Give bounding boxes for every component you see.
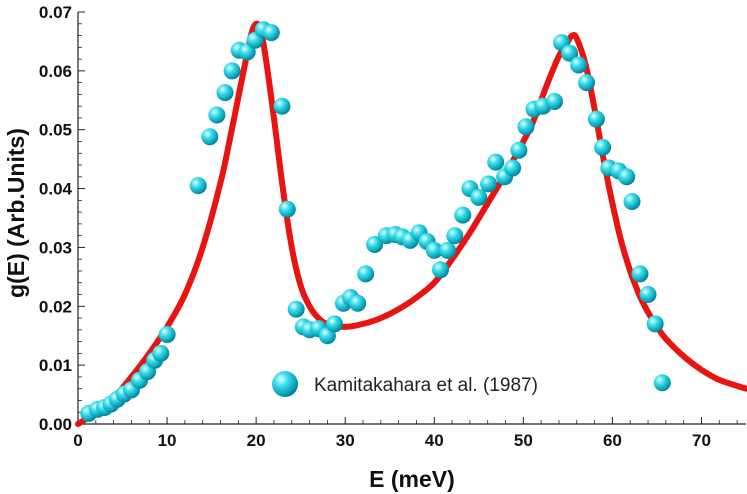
- data-point: [366, 236, 384, 253]
- y-tick-label: 0.01: [39, 356, 72, 375]
- fit-curve: [75, 20, 747, 427]
- y-axis-title: g(E) (Arb.Units): [3, 128, 29, 298]
- y-tick-label: 0.03: [39, 238, 72, 257]
- data-point: [454, 206, 472, 224]
- data-point: [480, 175, 498, 193]
- data-point: [546, 93, 563, 110]
- data-point: [623, 193, 641, 210]
- x-tick-label: 30: [336, 431, 355, 450]
- data-point: [287, 300, 305, 318]
- data-point: [349, 294, 367, 312]
- y-tick-label: 0.00: [39, 415, 72, 434]
- y-tick-label: 0.07: [39, 3, 72, 22]
- data-point: [470, 188, 488, 206]
- data-point: [439, 241, 457, 259]
- data-point: [326, 315, 343, 333]
- data-point: [432, 261, 449, 279]
- data-point: [618, 168, 636, 186]
- data-point: [446, 227, 464, 245]
- data-point: [570, 56, 588, 74]
- data-point: [201, 128, 219, 146]
- data-point: [587, 110, 605, 128]
- scatter-points: [80, 21, 671, 422]
- data-point: [639, 286, 657, 303]
- data-point: [357, 265, 375, 283]
- data-point: [223, 62, 241, 80]
- data-point: [578, 74, 596, 92]
- data-point: [208, 106, 226, 124]
- data-point: [216, 84, 234, 102]
- x-tick-label: 50: [514, 431, 533, 450]
- data-point: [510, 141, 528, 159]
- y-tick-label: 0.06: [39, 62, 72, 81]
- data-point: [653, 374, 671, 392]
- axes: 0 10 20 30 40 50 60 70 0.00 0.01 0.02 0.03 0.04 0.05 0…: [39, 3, 746, 450]
- data-point: [158, 326, 176, 343]
- x-tick-label: 60: [603, 431, 622, 450]
- data-point: [278, 200, 296, 218]
- data-point: [152, 344, 170, 362]
- data-point: [517, 118, 535, 136]
- data-point: [425, 241, 443, 259]
- x-tick-label: 40: [425, 431, 444, 450]
- fit-curve-line: [75, 20, 747, 427]
- data-point: [273, 97, 291, 115]
- data-point: [504, 159, 522, 177]
- data-point: [189, 177, 207, 195]
- data-point: [262, 24, 280, 42]
- y-tick-label: 0.02: [39, 297, 72, 316]
- data-point: [561, 44, 579, 62]
- y-tick-label: 0.04: [39, 180, 73, 199]
- data-point: [631, 265, 649, 283]
- x-tick-label: 0: [73, 431, 82, 450]
- data-point: [594, 138, 612, 156]
- data-point: [646, 315, 664, 333]
- legend-marker: [272, 371, 298, 397]
- data-point: [487, 153, 505, 171]
- legend-label: Kamitakahara et al. (1987): [314, 375, 538, 396]
- x-axis-title: E (meV): [369, 466, 455, 492]
- x-tick-label: 70: [692, 431, 711, 450]
- legend: Kamitakahara et al. (1987): [272, 371, 538, 397]
- x-tick-label: 20: [247, 431, 266, 450]
- x-tick-label: 10: [158, 431, 177, 450]
- y-tick-label: 0.05: [39, 121, 72, 140]
